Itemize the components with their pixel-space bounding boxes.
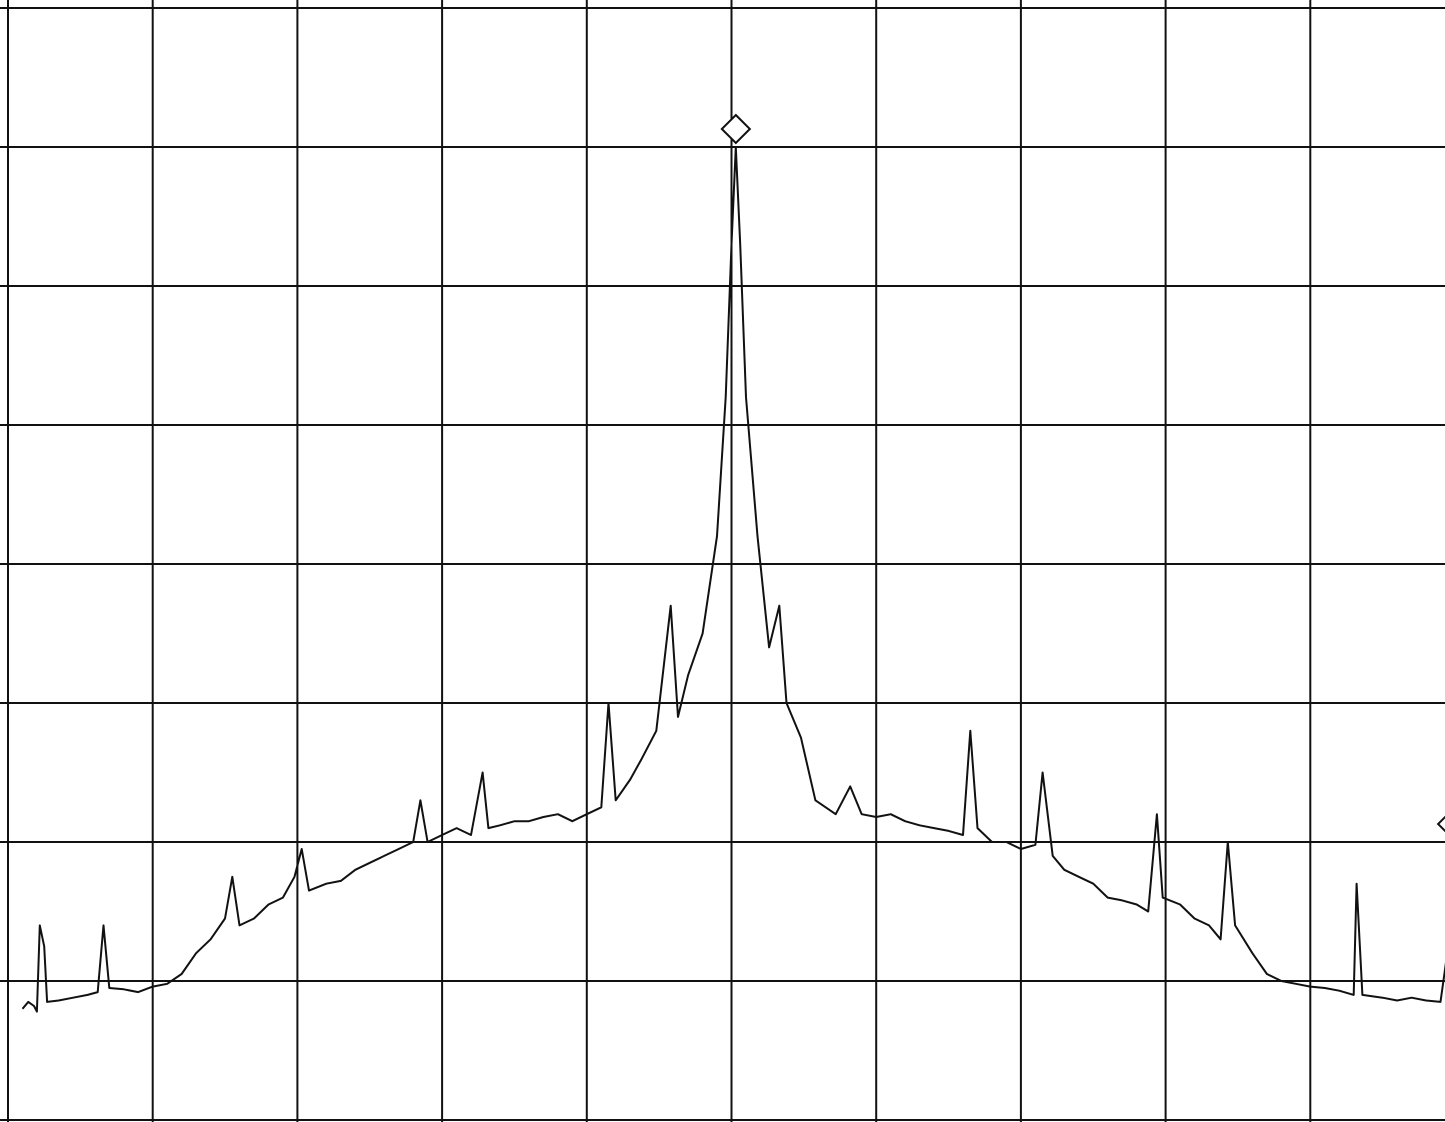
peak-marker: [720, 113, 752, 145]
spectrum-trace-line: [21, 146, 1445, 1013]
edge-marker: [1436, 815, 1445, 833]
